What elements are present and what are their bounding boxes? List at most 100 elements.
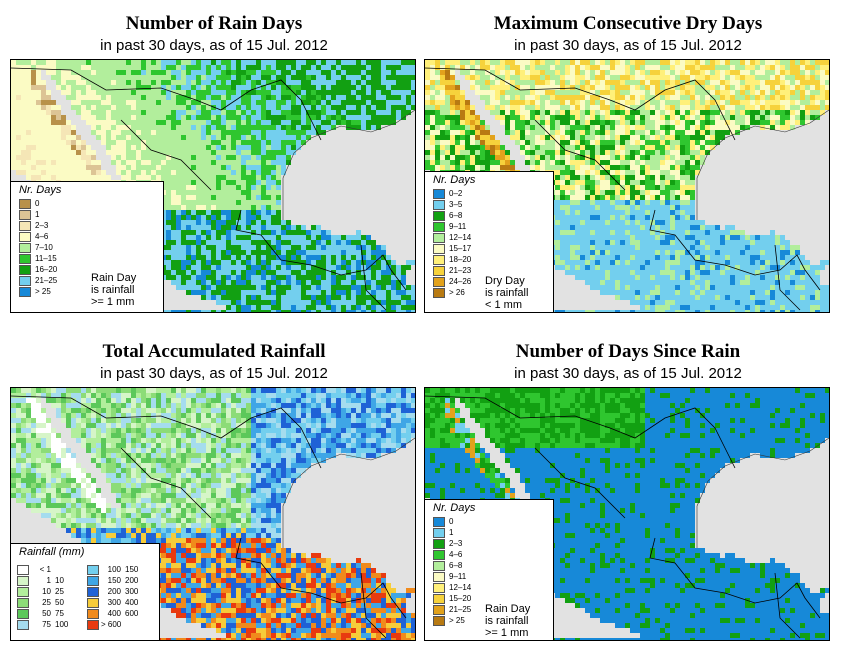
- legend-swatch: [87, 620, 99, 630]
- legend-label: > 25: [449, 616, 465, 625]
- gulf-coastline: [696, 437, 829, 548]
- state-lines-2: [534, 447, 626, 519]
- legend-rain-days: Nr. Days Rain Day is rainfall >= 1 mm 0 1…: [11, 181, 164, 312]
- legend-swatch: [433, 222, 445, 232]
- legend-swatch: [433, 561, 445, 571]
- legend-label: 18–20: [449, 255, 472, 264]
- state-lines-2: [534, 119, 626, 191]
- legend-label: 9–11: [449, 222, 467, 231]
- legend-swatch: [433, 528, 445, 538]
- us-border: [11, 67, 322, 141]
- legend-swatch: [19, 243, 31, 253]
- map-raster-cells: [425, 388, 829, 640]
- legend-title: Nr. Days: [19, 184, 62, 196]
- legend-label: 25: [55, 587, 64, 596]
- legend-note: Rain Day is rainfall >= 1 mm: [91, 272, 136, 308]
- us-border: [425, 395, 736, 469]
- gulf-coastline: [282, 109, 415, 220]
- legend-swatch: [17, 598, 29, 608]
- legend-label: 150: [107, 576, 121, 585]
- legend-swatch: [433, 594, 445, 604]
- legend-label: 6–8: [449, 561, 463, 570]
- legend-label: < 1: [39, 565, 51, 574]
- legend-note: Rain Day is rainfall >= 1 mm: [485, 603, 530, 639]
- state-lines-2: [120, 447, 212, 519]
- legend-label: 25: [42, 598, 51, 607]
- legend-label: 100: [107, 565, 121, 574]
- legend-label: 50: [42, 609, 51, 618]
- note-line: is rainfall: [485, 287, 529, 299]
- note-line: >= 1 mm: [485, 627, 529, 639]
- legend-label: 75: [42, 620, 51, 629]
- note-line: Dry Day: [485, 275, 525, 287]
- us-border: [425, 67, 736, 141]
- legend-label: 50: [55, 598, 64, 607]
- legend-label: 4–6: [449, 550, 463, 559]
- legend-label: 300: [107, 598, 121, 607]
- state-lines: [649, 537, 821, 619]
- state-lines: [235, 209, 407, 291]
- legend-label: 15–20: [449, 594, 472, 603]
- legend-label: 3–5: [449, 200, 463, 209]
- legend-label: 0: [449, 517, 454, 526]
- legend-label: 11–15: [35, 254, 57, 263]
- legend-swatch: [17, 609, 29, 619]
- state-lines: [235, 537, 407, 619]
- legend-title: Nr. Days: [433, 174, 476, 186]
- legend-swatch: [19, 287, 31, 297]
- note-line: Rain Day: [485, 603, 531, 615]
- legend-swatch: [19, 210, 31, 220]
- note-line: is rainfall: [91, 284, 135, 296]
- guatemala-border: [774, 244, 801, 311]
- legend-label: 150: [125, 565, 139, 574]
- legend-title: Rainfall (mm): [19, 546, 85, 558]
- map-days-since-rain: Nr. Days Rain Day is rainfall >= 1 mm 0 1…: [424, 387, 830, 641]
- map-canvas: [11, 60, 415, 312]
- legend-swatch: [17, 565, 29, 575]
- legend-swatch: [87, 587, 99, 597]
- panel-rain-days: Number of Rain Days in past 30 days, as …: [8, 0, 420, 320]
- legend-label: 200: [107, 587, 121, 596]
- gulf-coastline: [696, 109, 829, 220]
- legend-swatch: [433, 583, 445, 593]
- legend-label: 2–3: [35, 221, 49, 230]
- panel-subtitle: in past 30 days, as of 15 Jul. 2012: [100, 37, 328, 54]
- legend-days-since-rain: Nr. Days Rain Day is rainfall >= 1 mm 0 1…: [425, 499, 554, 640]
- legend-swatch: [433, 189, 445, 199]
- panel-title: Maximum Consecutive Dry Days: [493, 13, 763, 34]
- legend-swatch: [433, 539, 445, 549]
- legend-label: 12–14: [449, 583, 472, 592]
- legend-label: 12–14: [449, 233, 472, 242]
- legend-swatch: [87, 576, 99, 586]
- legend-swatch: [19, 232, 31, 242]
- legend-label: 400: [107, 609, 121, 618]
- legend-label: 1: [35, 210, 40, 219]
- panel-dry-days: Maximum Consecutive Dry Days in past 30 …: [422, 0, 834, 320]
- legend-total-rainfall: Rainfall (mm) < 1 1 10 10 25 25 50 50 75 75 100 100…: [11, 543, 160, 640]
- legend-swatch: [17, 587, 29, 597]
- legend-label: 200: [125, 576, 139, 585]
- legend-label: 10: [42, 587, 51, 596]
- legend-label: 600: [125, 609, 139, 618]
- state-lines: [649, 209, 821, 291]
- panel-title: Total Accumulated Rainfall: [102, 341, 326, 362]
- legend-label: 4–6: [35, 232, 49, 241]
- legend-label: 2–3: [449, 539, 463, 548]
- us-border: [11, 395, 322, 469]
- legend-swatch: [433, 517, 445, 527]
- legend-label: 75: [55, 609, 64, 618]
- legend-swatch: [19, 221, 31, 231]
- panel-total-rainfall: Total Accumulated Rainfall in past 30 da…: [8, 328, 420, 648]
- legend-label: 0–2: [449, 189, 463, 198]
- map-canvas: [11, 388, 415, 640]
- legend-swatch: [433, 255, 445, 265]
- legend-swatch: [19, 199, 31, 209]
- panel-title: Number of Rain Days: [125, 13, 303, 34]
- legend-swatch: [87, 609, 99, 619]
- legend-swatch: [19, 254, 31, 264]
- panel-title: Number of Days Since Rain: [515, 341, 741, 362]
- legend-swatch: [433, 616, 445, 626]
- legend-label: 300: [125, 587, 139, 596]
- legend-label: 16–20: [35, 265, 58, 274]
- legend-label: 7–10: [35, 243, 53, 252]
